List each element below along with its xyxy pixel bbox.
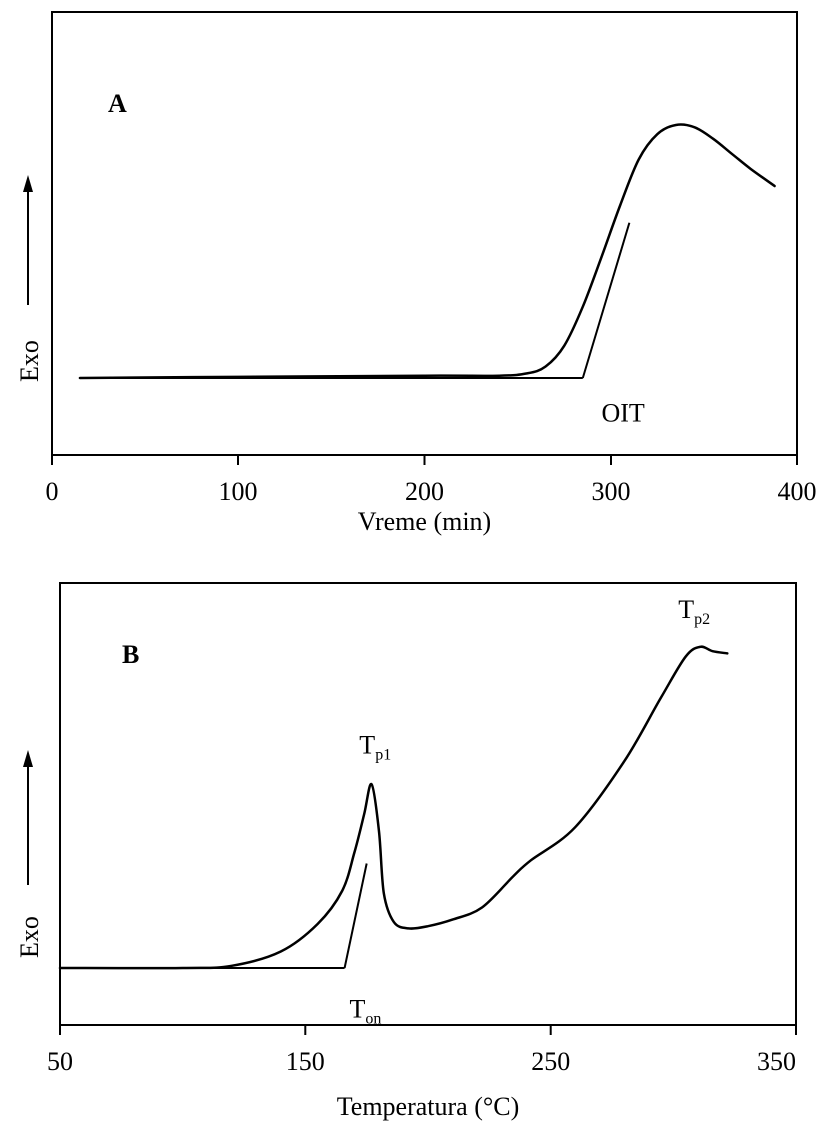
panel-a-x-tick-label: 0 [46, 477, 59, 506]
panel-b-y-axis: Exo [15, 750, 44, 958]
panel-b-annotation-p1: Tp1 [359, 731, 391, 764]
exo-arrow-icon [23, 750, 33, 767]
panel-a-annotation-oit: OIT [601, 399, 644, 428]
panel-b-annotation-p2: Tp2 [678, 595, 710, 628]
panel-b-curve-1 [58, 645, 729, 970]
panel-a-y-axis: Exo [15, 175, 44, 382]
panel-b-x-tick-label: 350 [757, 1047, 796, 1076]
panel-b-x-label: Temperatura (°C) [337, 1092, 520, 1121]
panel-a-x-axis: 0 100 200 300 400 [46, 455, 817, 506]
panel-b-x-tick-label: 50 [47, 1047, 73, 1076]
panel-a: A Exo 0 100 200 300 400 Vreme (min) OIT [15, 11, 817, 536]
panel-a-x-tick-label: 200 [405, 477, 444, 506]
panel-b-y-label: Exo [15, 916, 44, 958]
panel-b-plot: Tp1 Tp2 Ton [58, 595, 729, 1028]
panel-b-x-tick-label: 250 [531, 1047, 570, 1076]
panel-b: B Exo 50 150 250 350 Temperatura (°C) Tp… [15, 582, 797, 1121]
panel-a-x-label: Vreme (min) [358, 507, 491, 536]
panel-a-y-label: Exo [15, 340, 44, 382]
panel-b-x-tick-label: 150 [286, 1047, 325, 1076]
panel-a-x-tick-label: 300 [592, 477, 631, 506]
panel-a-tangent-line-2 [581, 222, 631, 379]
panel-b-annotation-on: Ton [349, 995, 381, 1028]
panel-a-x-tick-label: 100 [219, 477, 258, 506]
panel-b-x-axis: 50 150 250 350 [47, 1025, 797, 1076]
panel-b-tangent-line-2 [343, 863, 368, 969]
panel-a-curve-1 [78, 123, 776, 380]
panel-a-frame [51, 11, 798, 456]
panel-b-label: B [122, 640, 139, 669]
panel-a-plot: OIT [78, 123, 776, 428]
panel-a-x-tick-label: 400 [778, 477, 817, 506]
panel-a-label: A [108, 89, 127, 118]
panel-b-frame [59, 582, 797, 1026]
exo-arrow-icon [23, 175, 33, 192]
